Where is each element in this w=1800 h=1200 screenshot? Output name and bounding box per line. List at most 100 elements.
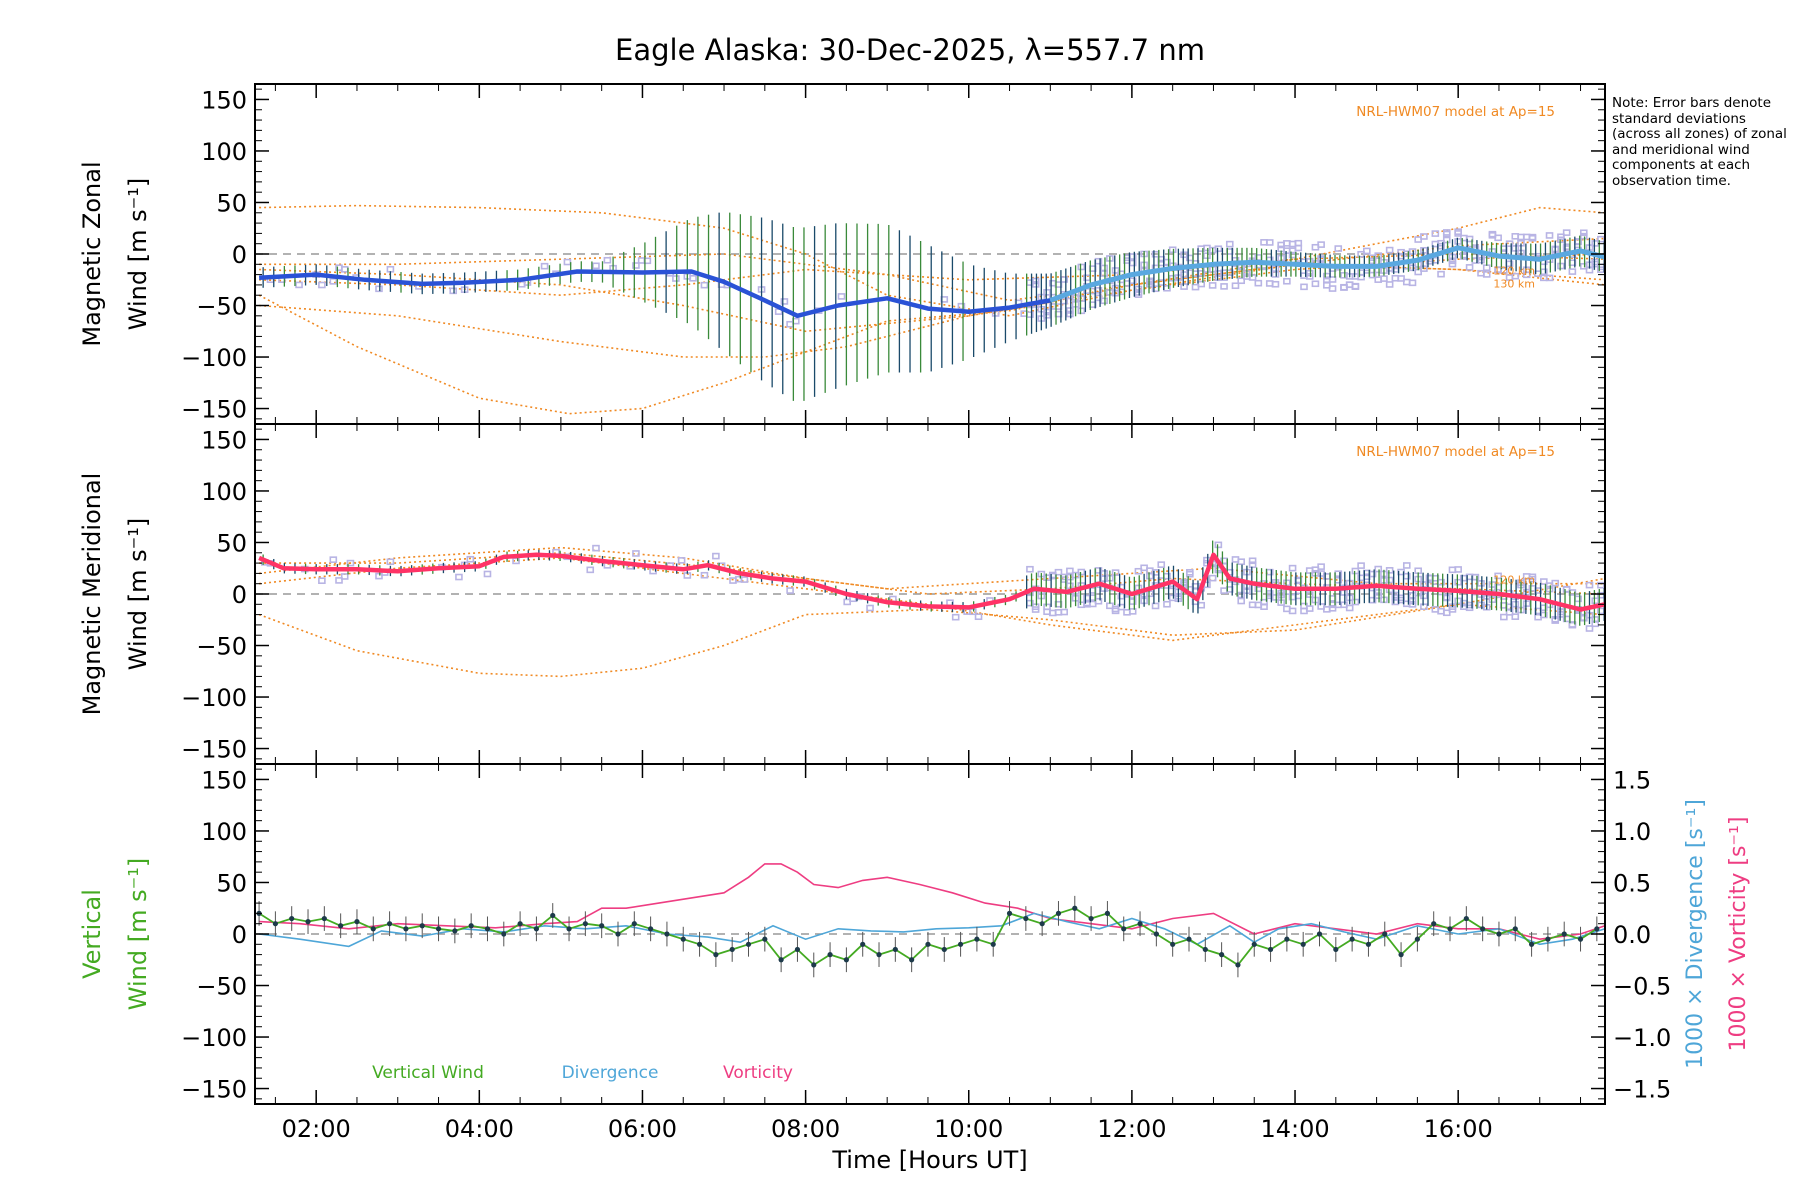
zone-point [1585, 625, 1594, 632]
zone-point [1134, 285, 1143, 293]
zone-point [1351, 283, 1360, 290]
zone-point [1591, 258, 1600, 266]
zone-point [700, 571, 709, 579]
vertical-wind-point [990, 941, 996, 947]
zone-point [1328, 276, 1337, 283]
zone-point [1442, 230, 1451, 238]
zone-point [1465, 264, 1474, 271]
vertical-wind-point [517, 921, 523, 927]
vertical-wind-point [696, 941, 703, 947]
x-tick-label: 08:00 [771, 1115, 840, 1143]
vertical-wind-point [1284, 936, 1290, 942]
zone-point [786, 587, 794, 594]
zone-point [1374, 565, 1383, 573]
zone-point [1208, 282, 1217, 289]
y-tick-label: 150 [201, 766, 247, 794]
vertical-wind-point [631, 921, 637, 927]
zone-point [592, 262, 600, 270]
zone-point [1408, 264, 1417, 272]
vertical-wind-point [533, 926, 540, 932]
zone-point [1385, 567, 1394, 574]
vertical-wind-points [256, 905, 1600, 968]
zone-point [1420, 265, 1428, 272]
zone-point [1420, 603, 1428, 611]
meridional-mean-wind [258, 552, 1606, 612]
vorticity-line [259, 863, 1606, 941]
vertical-wind-point [1365, 941, 1372, 947]
vertical-wind-point [1023, 915, 1029, 922]
vertical-wind-point [338, 923, 344, 929]
zone-point [1043, 289, 1051, 296]
zone-point [512, 557, 520, 565]
zone-point [1180, 271, 1188, 278]
zone-point [1231, 282, 1240, 290]
zone-point [329, 556, 338, 563]
vertical-wind-point [1186, 936, 1192, 942]
zone-point [1500, 267, 1508, 274]
zone-point [1442, 236, 1451, 244]
vertical-wind-point [1577, 936, 1584, 942]
zone-point [1500, 613, 1508, 621]
legend-vorticity: Vorticity [723, 1063, 793, 1083]
zone-point [1317, 255, 1325, 262]
vertical-wind-point [876, 952, 882, 958]
zone-point [1420, 592, 1428, 600]
zone-point [449, 287, 458, 295]
zone-point [1442, 229, 1451, 236]
zone-point [1557, 611, 1565, 618]
y2-tick-label: 1.0 [1613, 818, 1651, 846]
zone-point [1311, 280, 1320, 288]
zone-point [1180, 283, 1188, 290]
zone-point [1271, 265, 1280, 272]
x-tick-label: 14:00 [1260, 1115, 1329, 1143]
y-tick-label: −150 [181, 1076, 247, 1104]
zone-point [1151, 602, 1160, 610]
vertical-wind-point [468, 923, 474, 929]
zone-point [1420, 246, 1428, 254]
vertical-wind-point [582, 921, 588, 927]
y2-tick-label: 0.5 [1613, 869, 1651, 897]
zone-point [1066, 307, 1074, 314]
vertical-wind-point [501, 931, 507, 937]
zone-point [335, 577, 343, 584]
zone-point [329, 278, 338, 285]
zone-point [1225, 240, 1234, 248]
zone-point [1511, 613, 1520, 620]
zone-point [1043, 308, 1051, 316]
vertical-wind-point [1300, 941, 1306, 947]
zone-point [1305, 591, 1314, 598]
zonal-model-label: NRL-HWM07 model at Ap=15 [1356, 104, 1555, 120]
vertical-wind-point [1104, 910, 1111, 916]
y-tick-label: 0 [232, 241, 247, 269]
vertical-wind-point [811, 962, 817, 968]
meridional-model-curve [259, 551, 1605, 590]
zone-point [677, 557, 686, 564]
zone-point [712, 552, 720, 560]
vertical-wind-point [599, 923, 605, 929]
vertical-wind-point [566, 926, 572, 932]
zonal-ylabel-line1: Magnetic Zonal [78, 161, 106, 346]
zone-point [1111, 569, 1120, 576]
zone-point [700, 281, 709, 289]
vertical-wind-point [272, 921, 278, 927]
zone-point [1357, 273, 1365, 281]
zone-point [1077, 263, 1086, 271]
zone-point [340, 573, 349, 580]
vertical-wind-point [1382, 931, 1388, 937]
zone-point [466, 555, 475, 563]
vertical-wind-point [305, 919, 311, 925]
zone-point [1408, 601, 1417, 608]
zone-point [1220, 283, 1228, 290]
zone-point [1477, 256, 1485, 264]
zone-point [632, 262, 640, 269]
meridional-model-height-label: 120 km [1493, 574, 1535, 587]
zone-point [1305, 273, 1314, 280]
meridional-ylabel-line2: Wind [m s⁻¹] [124, 518, 152, 670]
zone-point [1237, 597, 1245, 605]
vertical-wind-point [762, 936, 768, 942]
zone-point [1060, 608, 1068, 616]
zone-point [1146, 278, 1154, 286]
vertical-wind-point [778, 957, 784, 963]
zone-point [1214, 245, 1223, 253]
vertical-wind-point [1219, 952, 1225, 958]
